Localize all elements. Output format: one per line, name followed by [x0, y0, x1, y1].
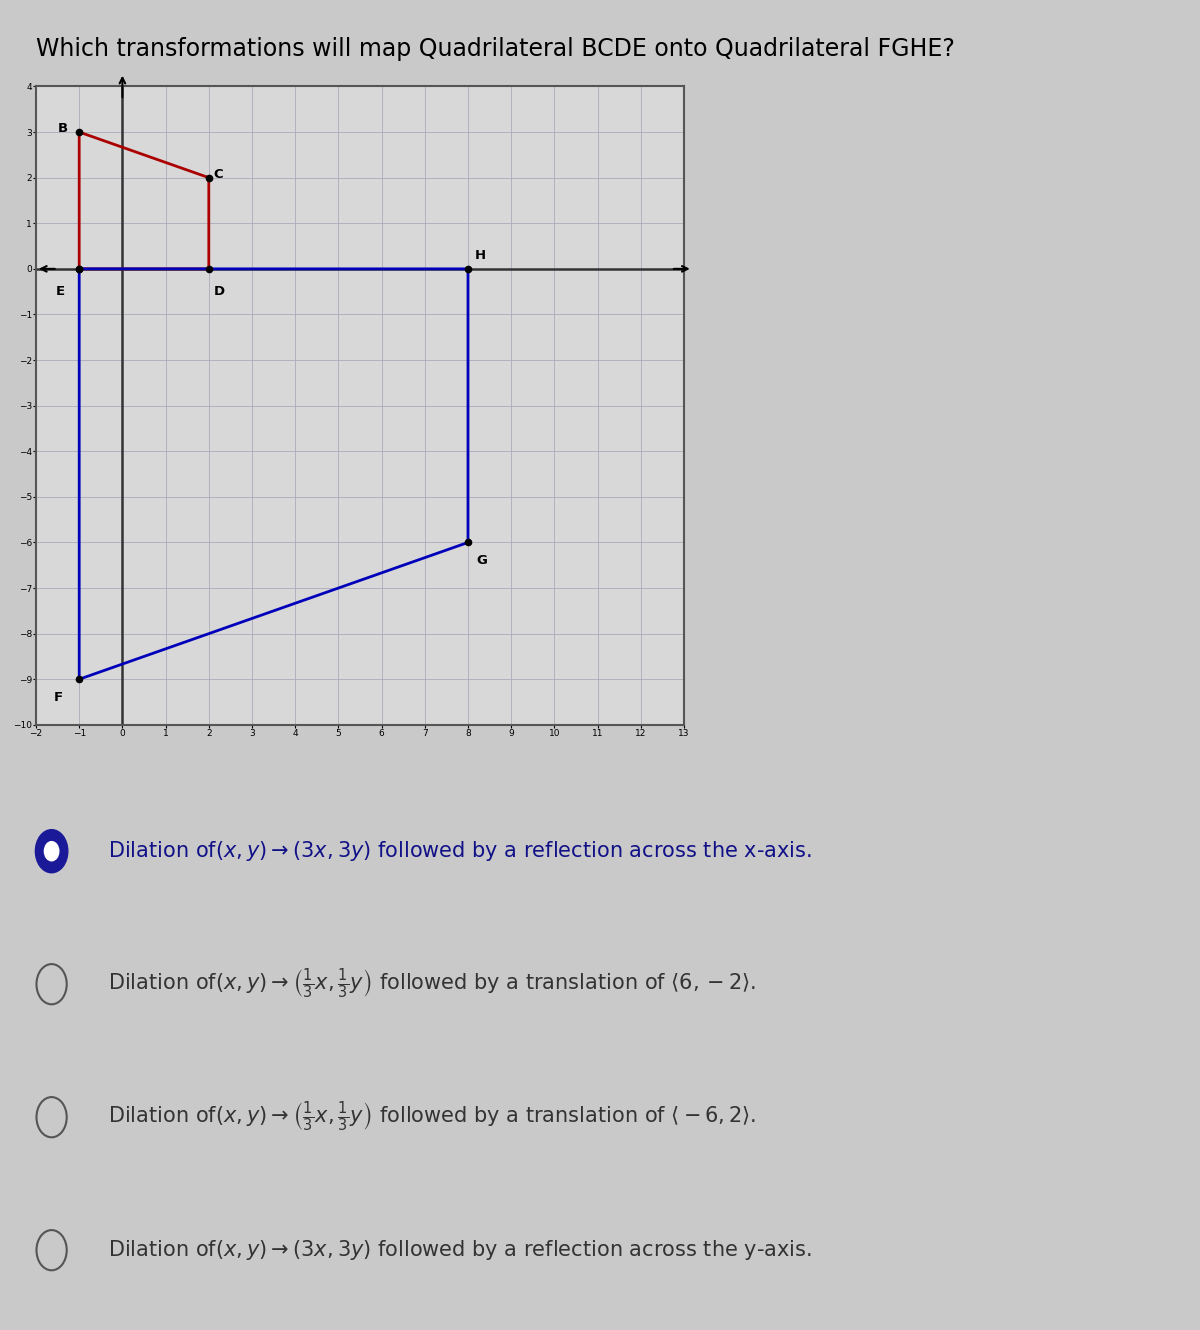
Text: Dilation of$(x, y) \rightarrow \left(\frac{1}{3}x, \frac{1}{3}y\right)$ followed: Dilation of$(x, y) \rightarrow \left(\fr… — [108, 1100, 756, 1134]
Text: F: F — [53, 692, 62, 704]
Text: Dilation of$(x, y) \rightarrow \left(\frac{1}{3}x, \frac{1}{3}y\right)$ followed: Dilation of$(x, y) \rightarrow \left(\fr… — [108, 967, 756, 1001]
Text: Which transformations will map Quadrilateral BCDE onto Quadrilateral FGHE?: Which transformations will map Quadrilat… — [36, 37, 955, 61]
Text: G: G — [476, 555, 487, 567]
Text: Dilation of$(x, y) \rightarrow (3x, 3y)$ followed by a reflection across the y-a: Dilation of$(x, y) \rightarrow (3x, 3y)$… — [108, 1238, 812, 1262]
Circle shape — [44, 842, 59, 861]
Text: Dilation of$(x, y) \rightarrow (3x, 3y)$ followed by a reflection across the x-a: Dilation of$(x, y) \rightarrow (3x, 3y)$… — [108, 839, 812, 863]
Text: C: C — [214, 168, 223, 181]
Circle shape — [36, 830, 67, 872]
Text: B: B — [58, 122, 67, 134]
Text: E: E — [55, 285, 65, 298]
Text: H: H — [474, 249, 486, 262]
Text: D: D — [214, 285, 226, 298]
